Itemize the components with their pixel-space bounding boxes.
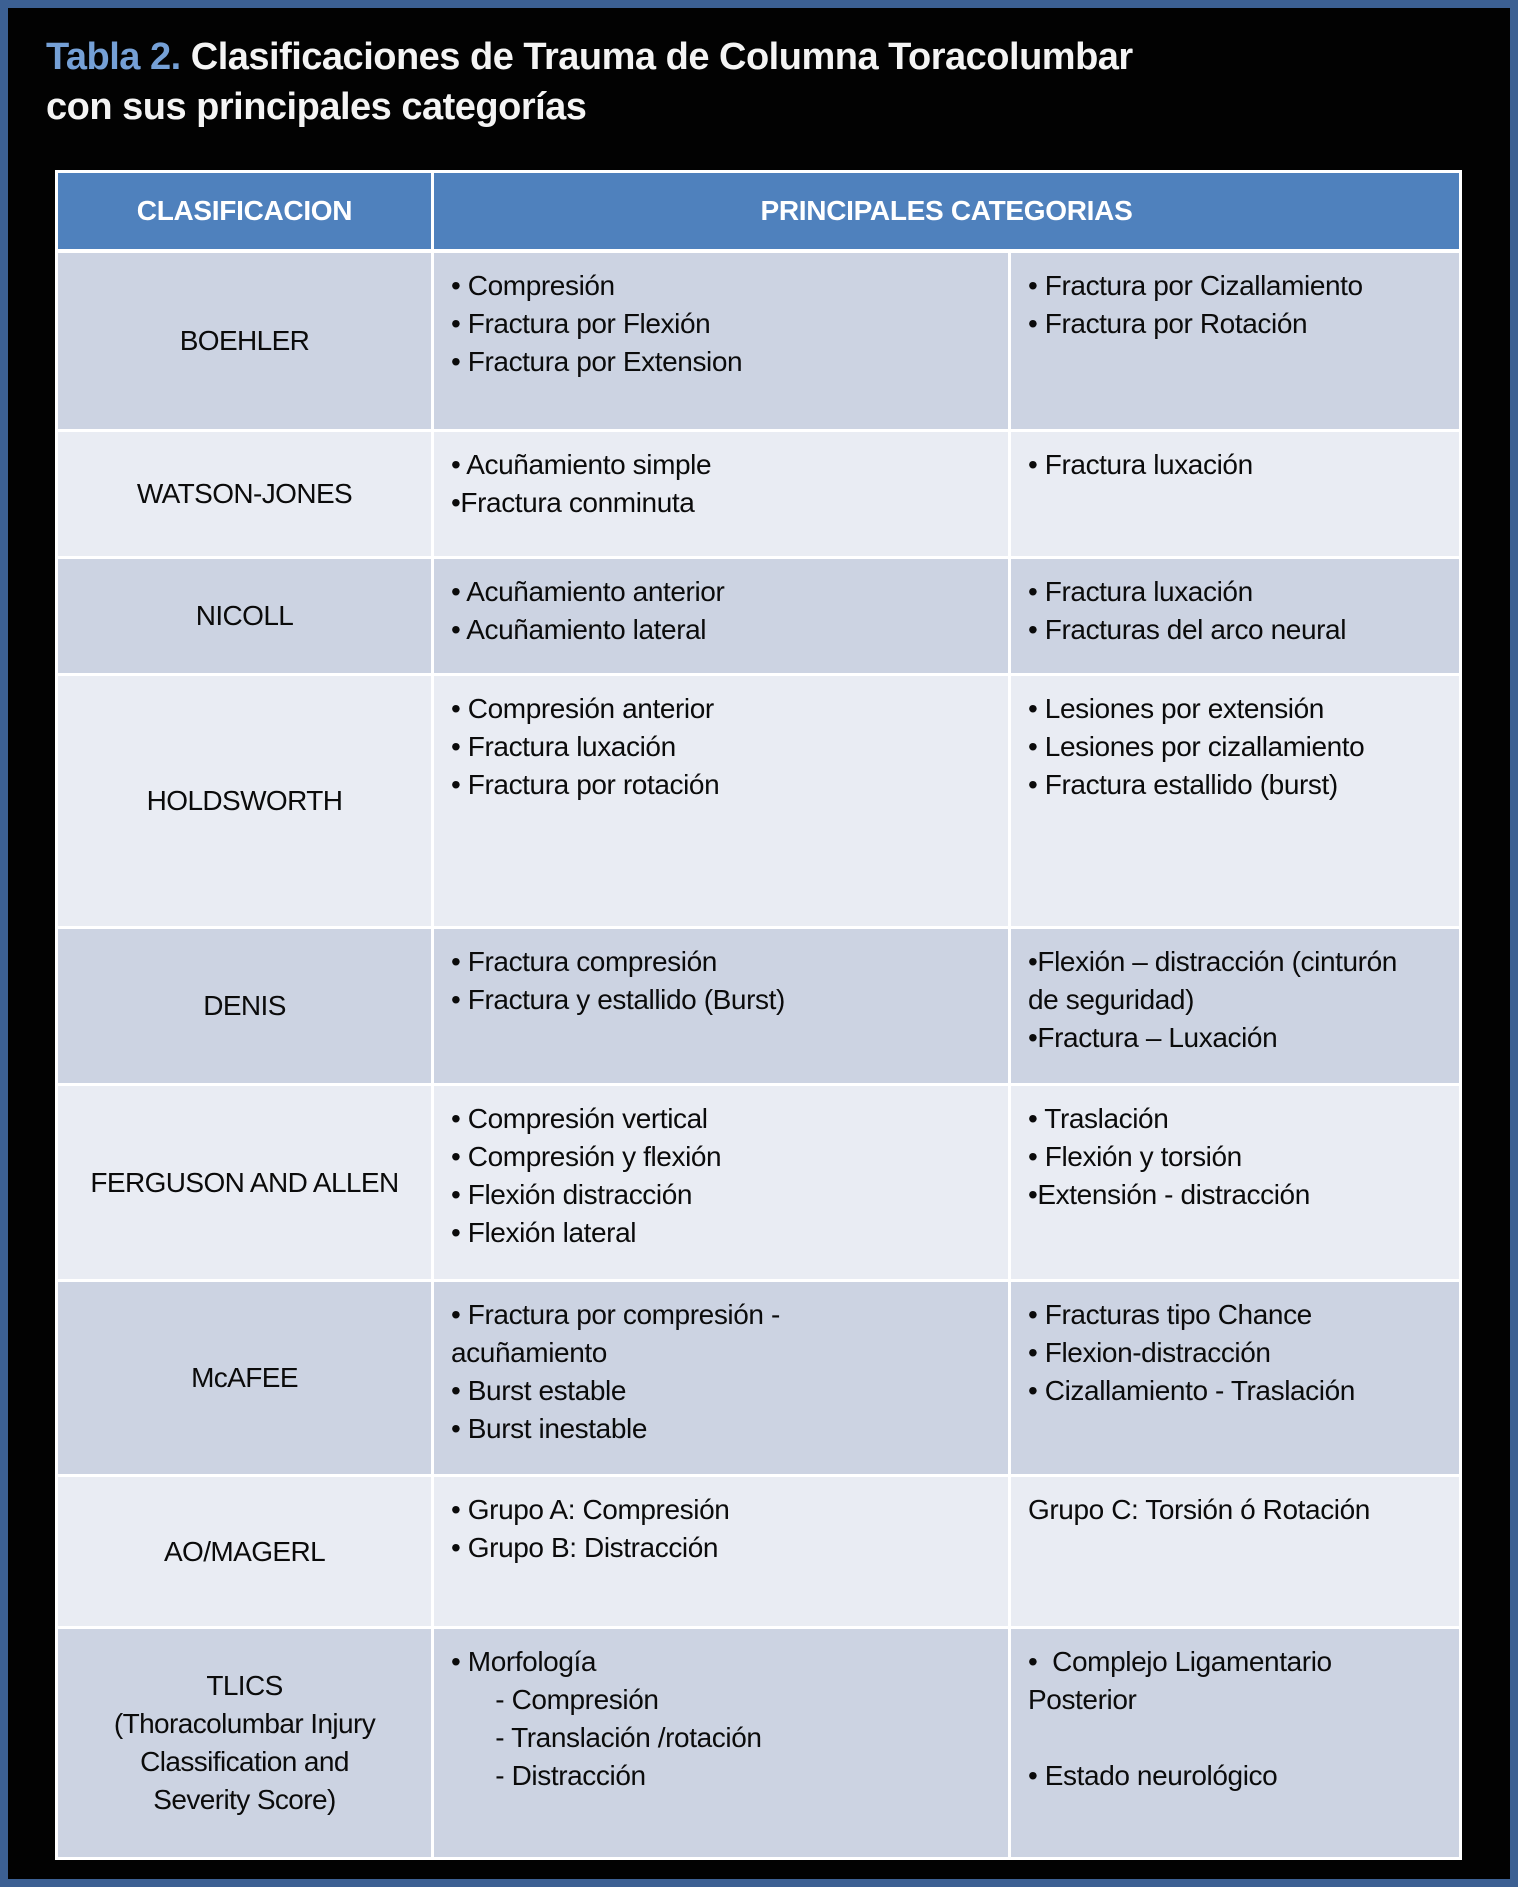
category-item: - Distracción [451,1760,646,1791]
category-item: • Grupo B: Distracción [451,1532,719,1563]
category-item: - Translación /rotación [451,1722,762,1753]
categories-cell: • Morfología - Compresión - Translación … [431,1629,1008,1857]
table-row: HOLDSWORTH • Compresión anterior • Fractur… [58,673,1459,926]
category-item: Grupo C: Torsión ó Rotación [1028,1494,1370,1525]
categories-cell: • Fracturas tipo Chance • Flexion-distrac… [1008,1282,1459,1474]
category-item: • Morfología [451,1646,597,1677]
category-item: • Lesiones por cizallamiento [1028,731,1365,762]
figure-title: Tabla 2. Clasificaciones de Trauma de Co… [46,32,1346,132]
categories-cell: Grupo C: Torsión ó Rotación [1008,1477,1459,1626]
category-item: - Compresión [451,1684,659,1715]
categories-cell: • Compresión vertical • Compresión y flex… [431,1086,1008,1279]
classification-cell: DENIS [58,929,431,1083]
category-item: • Fractura por Rotación [1028,308,1308,339]
table-row: AO/MAGERL • Grupo A: Compresión • Grupo B:… [58,1474,1459,1626]
categories-cell: • Traslación • Flexión y torsión •Extensió… [1008,1086,1459,1279]
categories-cell: • Lesiones por extensión • Lesiones por c… [1008,676,1459,926]
table-header-categories: PRINCIPALES CATEGORIAS [431,173,1459,249]
classification-name: HOLDSWORTH [146,785,343,816]
classification-name: NICOLL [195,600,294,631]
category-item: • Fracturas tipo Chance [1028,1299,1312,1330]
category-item: • Fractura luxación [451,731,676,762]
classification-cell: WATSON-JONES [58,432,431,556]
categories-cell: • Fractura luxación [1008,432,1459,556]
figure-title-tag: Tabla 2. [46,36,181,78]
classification-name: WATSON-JONES [136,478,353,509]
category-item: • Compresión [451,270,615,301]
classification-cell: FERGUSON AND ALLEN [58,1086,431,1279]
categories-cell: • Fractura compresión • Fractura y estall… [431,929,1008,1083]
category-item: •Fractura conminuta [451,487,695,518]
category-item: •Fractura – Luxación [1028,1022,1278,1053]
category-item: • Acuñamiento simple [451,449,712,480]
category-item: • Compresión anterior [451,693,714,724]
classification-name: DENIS [203,990,286,1021]
table-header-row: CLASIFICACION PRINCIPALES CATEGORIAS [58,173,1459,253]
classification-cell: McAFEE [58,1282,431,1474]
categories-cell: •Flexión – distracción (cinturón de segu… [1008,929,1459,1083]
category-item: • Compresión y flexión [451,1141,722,1172]
figure-title-text: Clasificaciones de Trauma de Columna Tor… [46,36,1133,128]
classification-name: TLICS (Thoracolumbar Injury Classificati… [113,1670,376,1815]
categories-cell: • Fractura por Cizallamiento • Fractura p… [1008,253,1459,429]
category-item: • Fractura por Extension [451,346,743,377]
category-item: • Flexión distracción [451,1179,693,1210]
table-header-classification: CLASIFICACION [58,173,431,249]
classification-name: McAFEE [191,1362,298,1393]
category-item: • Acuñamiento anterior [451,576,725,607]
category-item: • Estado neurológico [1028,1760,1278,1791]
category-item: • Burst inestable [451,1413,647,1444]
table-row: FERGUSON AND ALLEN • Compresión vertical •… [58,1083,1459,1279]
table-row: WATSON-JONES • Acuñamiento simple •Fractur… [58,429,1459,556]
categories-cell: • Compresión anterior • Fractura luxación… [431,676,1008,926]
category-item: • Fractura luxación [1028,576,1253,607]
table-row: DENIS • Fractura compresión • Fractura y e… [58,926,1459,1083]
categories-cell: • Fractura por compresión - acuñamiento •… [431,1282,1008,1474]
categories-cell: • Fractura luxación • Fracturas del arco … [1008,559,1459,673]
classification-cell: HOLDSWORTH [58,676,431,926]
category-item: • Flexión lateral [451,1217,637,1248]
classification-cell: NICOLL [58,559,431,673]
category-item: • Fracturas del arco neural [1028,614,1347,645]
table-row: NICOLL • Acuñamiento anterior • Acuñamient… [58,556,1459,673]
category-item: • Lesiones por extensión [1028,693,1324,724]
categories-cell: • Grupo A: Compresión • Grupo B: Distracc… [431,1477,1008,1626]
category-item: • Acuñamiento lateral [451,614,707,645]
category-item: • Traslación [1028,1103,1169,1134]
category-item: • Fractura estallido (burst) [1028,769,1338,800]
classification-name: BOEHLER [179,325,310,356]
table-row: BOEHLER • Compresión • Fractura por Flexió… [58,253,1459,429]
categories-cell: • Complejo Ligamentario Posterior • Estad… [1008,1629,1459,1857]
classification-cell: AO/MAGERL [58,1477,431,1626]
table-row: McAFEE • Fractura por compresión - acuñam… [58,1279,1459,1474]
category-item: • Fractura por compresión - acuñamiento [451,1299,780,1368]
classification-cell: TLICS (Thoracolumbar Injury Classificati… [58,1629,431,1857]
categories-cell: • Acuñamiento simple •Fractura conminuta [431,432,1008,556]
category-item: • Fractura luxación [1028,449,1253,480]
category-item: •Extensión - distracción [1028,1179,1310,1210]
classification-cell: BOEHLER [58,253,431,429]
category-item: • Complejo Ligamentario Posterior [1028,1646,1332,1715]
category-item: • Fractura compresión [451,946,717,977]
category-item: • Fractura por rotación [451,769,720,800]
category-item [1028,1719,1449,1757]
category-item: •Flexión – distracción (cinturón de segu… [1028,946,1397,1015]
categories-cell: • Acuñamiento anterior • Acuñamiento late… [431,559,1008,673]
category-item: • Fractura por Flexión [451,308,711,339]
category-item: • Flexion-distracción [1028,1337,1271,1368]
category-item: • Burst estable [451,1375,627,1406]
categories-cell: • Compresión • Fractura por Flexión • Frac… [431,253,1008,429]
category-item: • Fractura y estallido (Burst) [451,984,785,1015]
table-body: BOEHLER • Compresión • Fractura por Flexió… [58,253,1459,1857]
category-item: • Flexión y torsión [1028,1141,1242,1172]
category-item: • Cizallamiento - Traslación [1028,1375,1355,1406]
classification-table: CLASIFICACION PRINCIPALES CATEGORIAS BOE… [55,170,1462,1860]
classification-name: AO/MAGERL [163,1535,326,1567]
category-item: • Compresión vertical [451,1103,708,1134]
classification-name: FERGUSON AND ALLEN [90,1166,399,1198]
category-item: • Fractura por Cizallamiento [1028,270,1363,301]
table-row: TLICS (Thoracolumbar Injury Classificati… [58,1626,1459,1857]
category-item: • Grupo A: Compresión [451,1494,730,1525]
